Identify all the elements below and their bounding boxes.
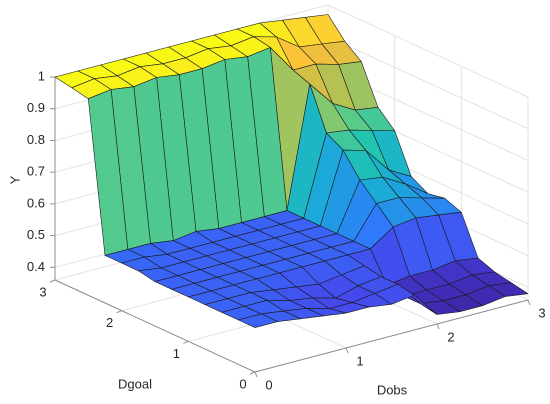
y-tick-label: 1 bbox=[173, 346, 180, 361]
x-tick bbox=[345, 347, 349, 354]
surface-cell bbox=[238, 313, 279, 328]
z-tick-label: 0.9 bbox=[27, 100, 45, 115]
y-tick-label: 0 bbox=[239, 376, 246, 391]
y-tick bbox=[49, 279, 56, 283]
x-tick bbox=[527, 299, 531, 306]
z-tick-label: 0.5 bbox=[27, 227, 45, 242]
z-tick-label: 0.8 bbox=[27, 132, 45, 147]
surface bbox=[54, 14, 529, 328]
z-tick-label: 1 bbox=[38, 68, 45, 83]
y-tick bbox=[116, 310, 122, 314]
z-tick-label: 0.7 bbox=[27, 164, 45, 179]
y-tick bbox=[249, 371, 256, 375]
x-tick-label: 3 bbox=[538, 305, 545, 320]
grid-line bbox=[327, 36, 529, 130]
z-tick-label: 0.4 bbox=[27, 259, 45, 274]
axis-line bbox=[254, 299, 529, 373]
y-axis-label: Dgoal bbox=[118, 376, 152, 391]
x-tick bbox=[436, 323, 440, 330]
x-axis-label: Dobs bbox=[377, 382, 408, 397]
axis-line bbox=[54, 279, 256, 373]
z-axis-label: Y bbox=[7, 175, 22, 184]
y-tick-label: 3 bbox=[39, 284, 46, 299]
x-tick-label: 0 bbox=[265, 377, 272, 392]
y-tick bbox=[183, 340, 189, 344]
x-tick bbox=[254, 371, 258, 378]
x-tick-label: 1 bbox=[356, 353, 363, 368]
y-tick-label: 2 bbox=[106, 315, 113, 330]
x-tick-label: 2 bbox=[447, 329, 454, 344]
z-tick-label: 0.6 bbox=[27, 195, 45, 210]
grid-line bbox=[327, 4, 529, 98]
